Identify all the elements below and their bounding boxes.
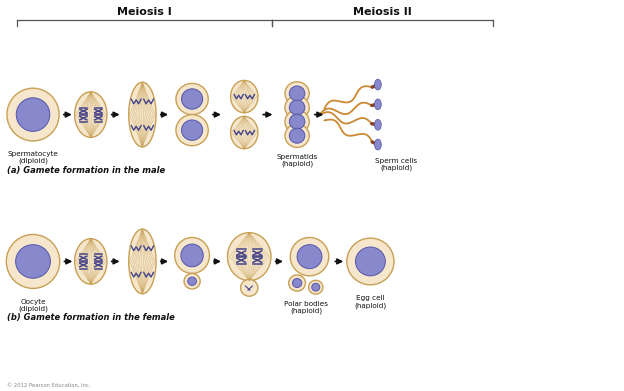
Ellipse shape — [374, 139, 381, 150]
Text: Polar bodies
(haploid): Polar bodies (haploid) — [285, 301, 328, 314]
Ellipse shape — [129, 229, 156, 294]
Text: © 2012 Pearson Education, Inc.: © 2012 Pearson Education, Inc. — [7, 383, 90, 388]
Ellipse shape — [293, 278, 302, 287]
Ellipse shape — [290, 86, 305, 101]
Ellipse shape — [176, 83, 208, 115]
Text: Egg cell
(haploid): Egg cell (haploid) — [354, 295, 386, 308]
Ellipse shape — [16, 245, 51, 278]
Ellipse shape — [374, 119, 381, 130]
Ellipse shape — [290, 114, 305, 129]
Ellipse shape — [231, 81, 258, 113]
Ellipse shape — [181, 244, 203, 267]
Ellipse shape — [182, 89, 203, 109]
Ellipse shape — [285, 96, 310, 119]
Ellipse shape — [75, 239, 107, 284]
Ellipse shape — [289, 275, 306, 291]
Ellipse shape — [297, 245, 322, 269]
Text: (a) Gamete formation in the male: (a) Gamete formation in the male — [7, 165, 165, 174]
Ellipse shape — [240, 280, 258, 296]
Ellipse shape — [356, 247, 386, 276]
Ellipse shape — [290, 100, 305, 115]
Ellipse shape — [374, 99, 381, 110]
Text: Spermatids
(haploid): Spermatids (haploid) — [276, 154, 318, 167]
Ellipse shape — [16, 98, 50, 131]
Text: Meiosis II: Meiosis II — [353, 7, 412, 17]
Ellipse shape — [231, 117, 258, 149]
Ellipse shape — [188, 277, 197, 285]
Text: Oocyte
(diploid): Oocyte (diploid) — [18, 299, 48, 312]
Ellipse shape — [285, 124, 310, 147]
Text: Sperm cells
(haploid): Sperm cells (haploid) — [376, 158, 417, 171]
Text: Meiosis I: Meiosis I — [117, 7, 172, 17]
Ellipse shape — [6, 235, 60, 289]
Ellipse shape — [182, 120, 203, 140]
Ellipse shape — [312, 283, 319, 291]
Ellipse shape — [374, 79, 381, 90]
Ellipse shape — [184, 273, 200, 289]
Ellipse shape — [129, 82, 156, 147]
Ellipse shape — [176, 115, 208, 146]
Ellipse shape — [285, 82, 310, 105]
Ellipse shape — [290, 237, 329, 276]
Ellipse shape — [228, 233, 271, 281]
Ellipse shape — [175, 237, 210, 273]
Text: (b) Gamete formation in the female: (b) Gamete formation in the female — [7, 313, 175, 322]
Ellipse shape — [7, 88, 59, 141]
Text: Spermatocyte
(diploid): Spermatocyte (diploid) — [7, 151, 59, 164]
Ellipse shape — [309, 280, 323, 294]
Ellipse shape — [285, 110, 310, 133]
Ellipse shape — [290, 128, 305, 143]
Ellipse shape — [75, 92, 107, 137]
Ellipse shape — [347, 238, 394, 285]
